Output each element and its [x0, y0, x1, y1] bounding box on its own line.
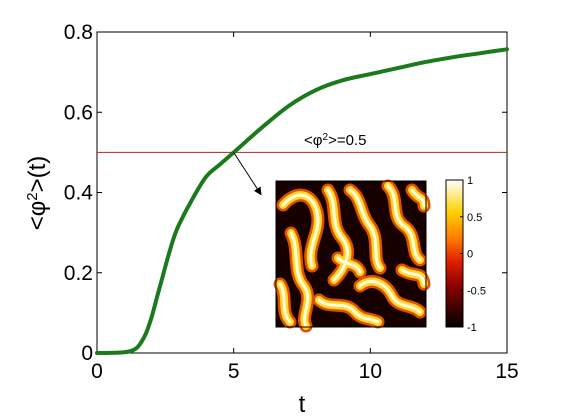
y-tick-label: 0 — [81, 342, 93, 365]
annotation-prefix: <φ — [304, 132, 323, 149]
inset-pattern-stripes — [273, 179, 431, 333]
y-tick-label: 0.8 — [64, 21, 93, 44]
x-axis-label: t — [299, 391, 306, 418]
y-axis-label: <φ2>(t) — [24, 156, 52, 231]
x-tick-label: 15 — [495, 360, 518, 383]
y-axis-label-prefix: <φ — [24, 201, 51, 231]
series-group — [95, 47, 509, 355]
colorbar-tick-label: 0 — [467, 249, 473, 261]
colorbar-tick-label: 1 — [467, 175, 473, 187]
colorbar-tick-label: -0.5 — [467, 285, 486, 297]
inset-pattern — [273, 179, 431, 333]
annotation-suffix: >=0.5 — [328, 132, 366, 149]
y-tick-label: 0.2 — [64, 262, 93, 285]
annotation-label: <φ2>=0.5 — [304, 132, 366, 150]
x-tick-label: 5 — [228, 360, 240, 383]
y-axis-label-sup: 2 — [24, 192, 41, 200]
annotation-sup: 2 — [323, 132, 329, 143]
colorbar-ticks: 1 0.5 0 -0.5 -1 — [460, 175, 486, 334]
inset-pattern-frame — [275, 180, 427, 328]
annotation-arrow — [233, 152, 262, 196]
series-line-0 — [95, 47, 509, 355]
x-tick-labels: 0 5 10 15 — [91, 32, 519, 383]
x-tick-label: 10 — [359, 360, 382, 383]
colorbar-tick-label: -1 — [467, 322, 477, 334]
y-tick-labels: 0 0.2 0.4 0.6 0.8 — [64, 21, 507, 365]
colorbar-tick-label: 0.5 — [467, 212, 482, 224]
y-tick-label: 0.4 — [64, 182, 94, 205]
y-tick-label: 0.6 — [64, 101, 93, 124]
y-axis-label-suffix: >(t) — [24, 156, 51, 193]
colorbar: 1 0.5 0 -0.5 -1 — [445, 175, 486, 334]
x-tick-label: 0 — [91, 360, 103, 383]
